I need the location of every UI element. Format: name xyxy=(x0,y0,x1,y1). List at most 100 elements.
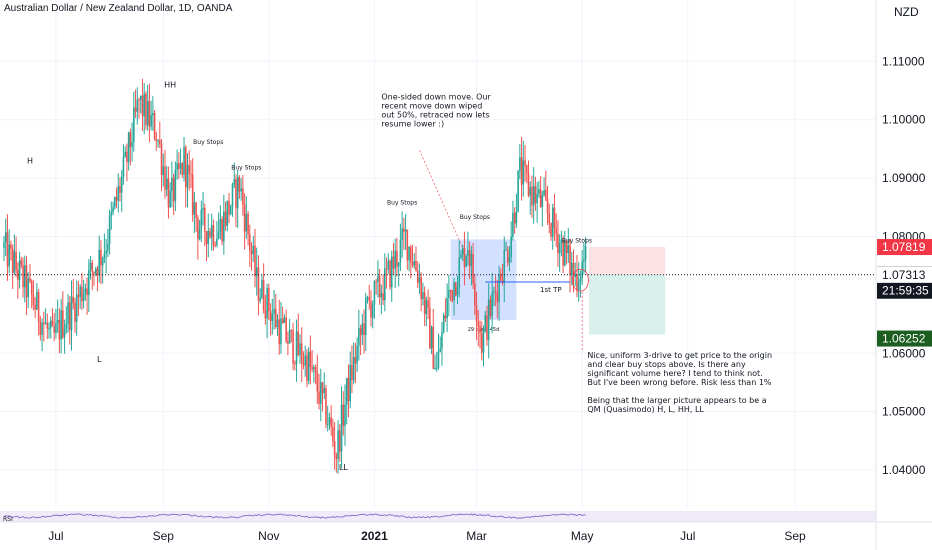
candle[interactable] xyxy=(567,228,570,263)
candle[interactable] xyxy=(403,217,405,250)
candle[interactable] xyxy=(205,230,208,262)
candle[interactable] xyxy=(463,231,466,286)
candle[interactable] xyxy=(165,165,168,197)
candle[interactable] xyxy=(172,173,175,215)
candle[interactable] xyxy=(81,272,83,311)
candle[interactable] xyxy=(515,193,518,229)
candle[interactable] xyxy=(425,296,428,327)
candle[interactable] xyxy=(319,368,322,422)
candle[interactable] xyxy=(489,295,492,320)
candle[interactable] xyxy=(143,83,146,135)
candle[interactable] xyxy=(82,279,85,309)
candle[interactable] xyxy=(224,201,227,231)
candle[interactable] xyxy=(384,253,386,312)
candle[interactable] xyxy=(545,170,547,202)
candle[interactable] xyxy=(325,384,327,429)
candle[interactable] xyxy=(107,228,109,258)
candle[interactable] xyxy=(41,318,43,352)
candle[interactable] xyxy=(498,265,500,321)
candle[interactable] xyxy=(467,231,469,266)
candle[interactable] xyxy=(564,230,566,267)
candle[interactable] xyxy=(98,235,101,283)
candle[interactable] xyxy=(394,238,397,289)
candle[interactable] xyxy=(13,234,16,276)
candle[interactable] xyxy=(158,121,161,148)
take-profit-price-tag[interactable]: 1.06252 xyxy=(877,330,932,347)
candle[interactable] xyxy=(539,176,542,208)
candle[interactable] xyxy=(72,279,75,310)
candle[interactable] xyxy=(68,295,71,345)
candle[interactable] xyxy=(377,260,379,298)
candle[interactable] xyxy=(44,308,47,325)
candle[interactable] xyxy=(281,306,284,324)
candle[interactable] xyxy=(183,137,185,182)
candle[interactable] xyxy=(313,364,315,383)
candle[interactable] xyxy=(531,175,533,219)
candle[interactable] xyxy=(385,257,388,289)
candle[interactable] xyxy=(366,295,369,304)
candle[interactable] xyxy=(249,224,251,267)
candle[interactable] xyxy=(294,360,296,371)
candle[interactable] xyxy=(112,201,114,216)
candle[interactable] xyxy=(321,381,324,412)
candle[interactable] xyxy=(91,259,94,290)
candle[interactable] xyxy=(345,377,348,425)
candle[interactable] xyxy=(570,251,573,286)
candle[interactable] xyxy=(115,187,118,209)
candle[interactable] xyxy=(335,452,338,473)
candle[interactable] xyxy=(574,262,577,287)
candle[interactable] xyxy=(269,303,272,336)
candle[interactable] xyxy=(451,289,454,303)
candle[interactable] xyxy=(468,241,471,280)
candle[interactable] xyxy=(409,244,412,279)
candle[interactable] xyxy=(449,289,452,302)
candle[interactable] xyxy=(397,261,400,287)
candle[interactable] xyxy=(131,122,133,162)
candle[interactable] xyxy=(254,228,256,288)
candle[interactable] xyxy=(427,289,429,320)
candle[interactable] xyxy=(512,200,514,241)
candle[interactable] xyxy=(510,221,512,263)
candle[interactable] xyxy=(138,97,140,119)
candle[interactable] xyxy=(22,257,24,298)
candle[interactable] xyxy=(228,192,230,224)
candle[interactable] xyxy=(195,201,197,232)
candle[interactable] xyxy=(503,236,506,302)
candle[interactable] xyxy=(236,169,239,228)
candle[interactable] xyxy=(278,299,281,355)
candle[interactable] xyxy=(23,255,26,303)
candle[interactable] xyxy=(174,161,177,211)
candle[interactable] xyxy=(193,192,196,234)
candle[interactable] xyxy=(370,290,372,327)
note-three-drive[interactable]: Nice, uniform 3-drive to get price to th… xyxy=(587,351,772,414)
candle[interactable] xyxy=(186,153,189,208)
candle[interactable] xyxy=(160,138,163,192)
candle[interactable] xyxy=(164,149,166,199)
candle[interactable] xyxy=(482,325,485,367)
candle[interactable] xyxy=(58,308,61,354)
candle[interactable] xyxy=(435,351,438,372)
candle[interactable] xyxy=(231,182,234,217)
candle[interactable] xyxy=(32,280,35,311)
candle[interactable] xyxy=(349,351,351,409)
candle[interactable] xyxy=(465,254,467,268)
candle[interactable] xyxy=(124,146,126,158)
candle[interactable] xyxy=(110,201,113,230)
candle[interactable] xyxy=(43,311,45,342)
candle[interactable] xyxy=(299,334,301,364)
stop-loss-zone[interactable] xyxy=(589,246,666,275)
candle[interactable] xyxy=(210,213,213,251)
candle[interactable] xyxy=(583,242,585,275)
candle[interactable] xyxy=(287,331,289,356)
candle[interactable] xyxy=(162,153,165,187)
candle[interactable] xyxy=(486,305,488,346)
candle[interactable] xyxy=(333,422,336,470)
candle[interactable] xyxy=(555,213,557,248)
candle[interactable] xyxy=(197,214,199,260)
candle[interactable] xyxy=(375,278,377,295)
candle[interactable] xyxy=(484,311,487,333)
candle[interactable] xyxy=(255,247,258,296)
candle[interactable] xyxy=(453,277,455,316)
candle[interactable] xyxy=(261,274,263,300)
candle[interactable] xyxy=(494,275,497,307)
